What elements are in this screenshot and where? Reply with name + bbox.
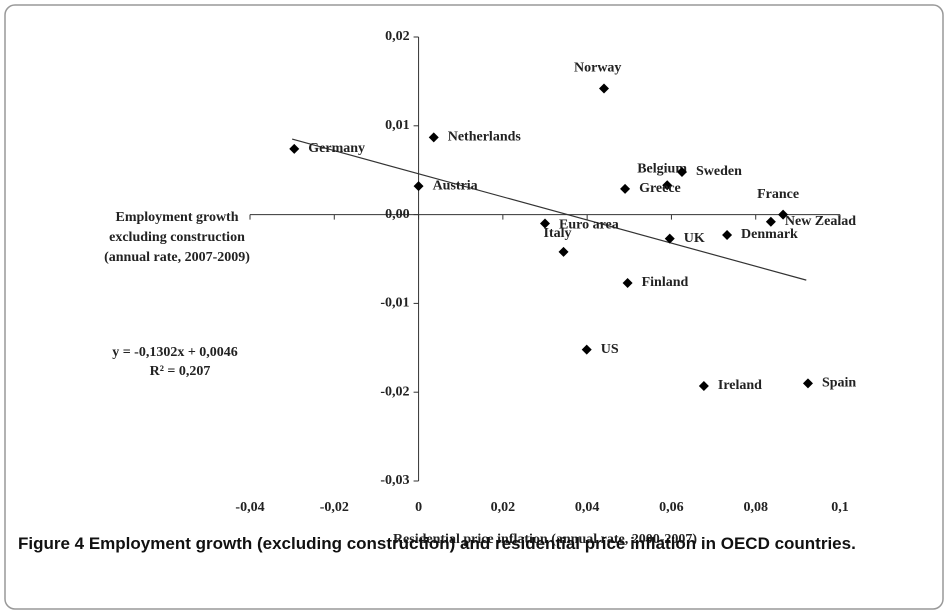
point-label: Spain — [822, 376, 856, 391]
x-tick-label: 0,08 — [743, 500, 768, 515]
x-tick-label: 0,06 — [659, 500, 684, 515]
point-label: Euro area — [559, 218, 619, 233]
point-label: Belgium — [637, 162, 687, 177]
point-label: Norway — [574, 61, 621, 76]
frame — [4, 4, 944, 610]
point — [676, 166, 687, 177]
point — [558, 246, 569, 257]
point — [622, 277, 633, 288]
point — [664, 233, 675, 244]
x-axis-label: Residential price inflation (annual rate… — [393, 532, 697, 547]
point — [722, 230, 733, 241]
r-squared: R² = 0,207 — [150, 364, 211, 379]
point — [428, 132, 439, 143]
point-label: France — [757, 187, 799, 202]
x-tick-label: 0,1 — [831, 500, 849, 515]
point-label: Greece — [639, 181, 681, 196]
caption: Figure 4 Employment growth (excluding co… — [18, 534, 856, 553]
point — [698, 380, 709, 391]
y-tick-label: -0,01 — [380, 296, 409, 311]
point-label: UK — [684, 231, 705, 246]
x-tick-label: 0 — [415, 500, 422, 515]
point-label: Denmark — [741, 227, 798, 242]
point — [778, 209, 789, 220]
point — [413, 181, 424, 192]
point — [289, 143, 300, 154]
x-tick-label: 0,04 — [575, 500, 600, 515]
point-label: Italy — [544, 226, 572, 241]
point-label: Sweden — [696, 164, 742, 179]
point — [540, 218, 550, 229]
point — [581, 344, 592, 355]
x-tick-label: -0,02 — [320, 500, 349, 515]
point-label: Ireland — [718, 378, 762, 393]
point — [599, 83, 609, 94]
point-label: Germany — [308, 141, 365, 156]
point — [802, 378, 813, 389]
y-tick-label: 0,00 — [385, 207, 410, 222]
point-label: Finland — [642, 275, 689, 290]
point-label: Netherlands — [448, 130, 522, 145]
y-tick-label: -0,02 — [380, 384, 409, 399]
point-label: New Zealad — [785, 214, 856, 229]
y-axis-label: Employment growth excluding construction… — [104, 210, 250, 265]
trendline — [291, 138, 807, 281]
y-tick-label: -0,03 — [380, 473, 409, 488]
point-label: US — [601, 342, 619, 357]
point — [765, 216, 776, 227]
y-tick-label: 0,02 — [385, 29, 410, 44]
y-tick-label: 0,01 — [385, 118, 410, 133]
point — [662, 180, 673, 191]
point-label: Austria — [433, 178, 478, 193]
x-tick-label: -0,04 — [235, 500, 264, 515]
x-tick-label: 0,02 — [491, 500, 516, 515]
point — [620, 183, 631, 194]
equation: y = -0,1302x + 0,0046 — [112, 345, 238, 360]
